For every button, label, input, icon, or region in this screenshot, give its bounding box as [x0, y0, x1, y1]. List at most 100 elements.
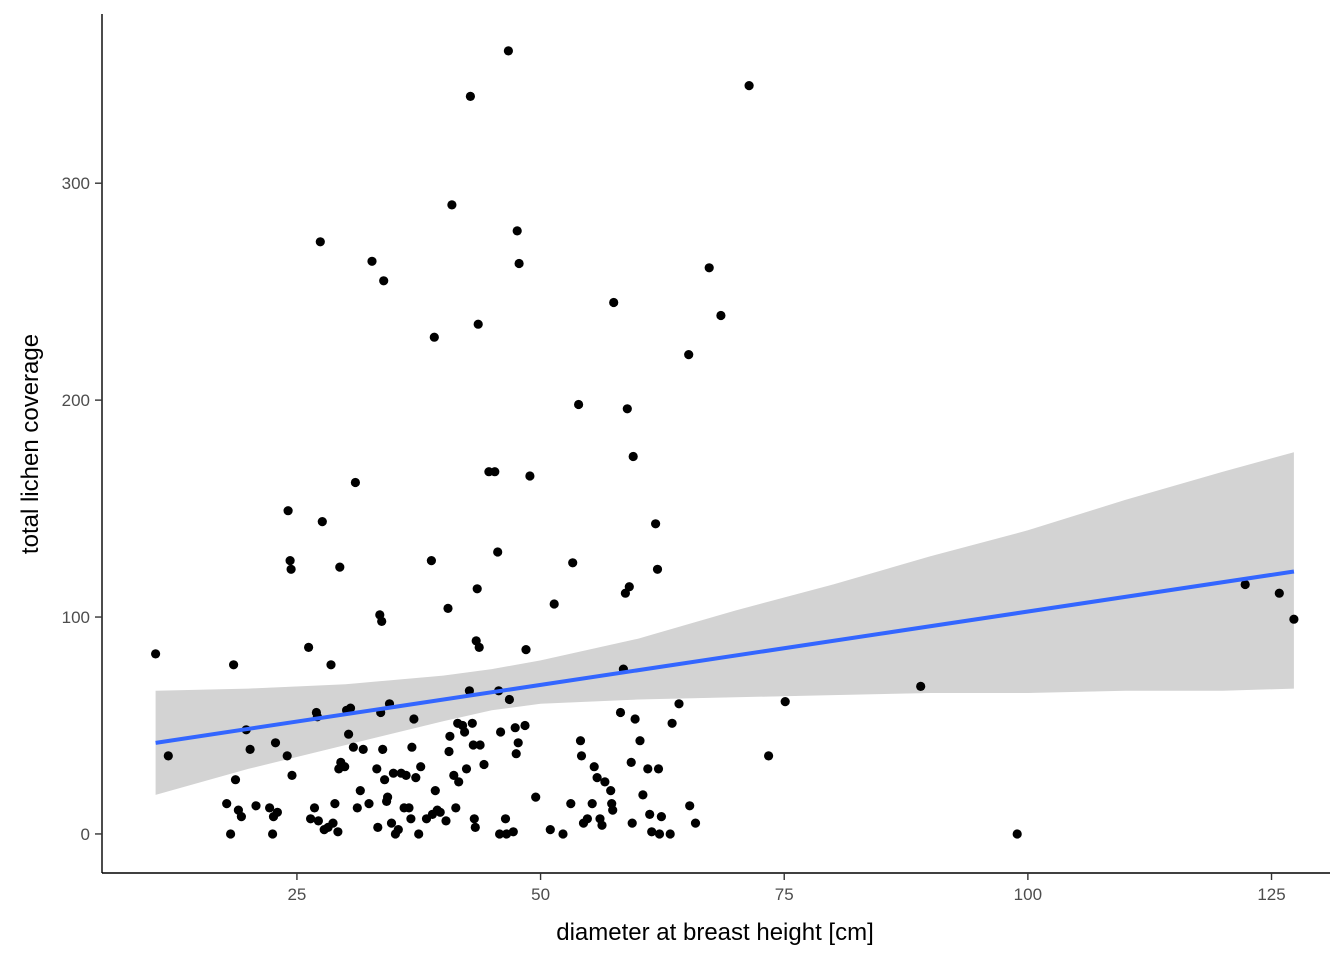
data-point-14 [270, 738, 281, 748]
data-point-85 [447, 200, 457, 210]
data-point-44 [352, 803, 362, 813]
data-point-144 [609, 297, 619, 308]
data-point-43 [350, 477, 360, 488]
data-point-0 [151, 649, 161, 659]
data-point-100 [472, 584, 482, 594]
data-point-113 [503, 46, 513, 56]
data-point-104 [479, 759, 489, 770]
data-point-40 [344, 729, 354, 739]
data-point-163 [656, 812, 667, 822]
data-point-139 [597, 820, 607, 830]
data-point-3 [226, 829, 236, 839]
data-point-118 [512, 226, 522, 236]
data-point-42 [348, 742, 358, 752]
axes-layer: 25 50 75 100 125 0 100 200 300 [62, 14, 1330, 904]
data-point-103 [475, 740, 485, 750]
y-tick-label-200: 200 [62, 391, 90, 410]
data-point-134 [582, 814, 593, 824]
data-point-172 [744, 81, 754, 91]
data-point-140 [600, 777, 610, 787]
data-point-18 [285, 556, 295, 566]
data-point-80 [435, 807, 445, 817]
data-points-layer [151, 46, 1299, 839]
data-point-19 [286, 564, 296, 574]
data-point-28 [317, 517, 327, 527]
data-point-53 [377, 616, 387, 627]
data-point-137 [592, 773, 602, 783]
data-point-116 [510, 723, 520, 733]
data-point-130 [574, 399, 584, 410]
data-point-20 [287, 770, 297, 781]
data-point-176 [1012, 829, 1022, 839]
data-point-152 [628, 451, 638, 462]
data-point-5 [230, 775, 241, 785]
data-point-2 [222, 799, 232, 809]
data-point-175 [916, 681, 926, 692]
confidence-band [155, 452, 1294, 795]
data-point-151 [627, 818, 637, 828]
data-point-128 [566, 799, 576, 809]
data-point-135 [587, 799, 597, 809]
data-point-127 [558, 829, 568, 839]
data-point-21 [304, 642, 314, 653]
data-point-131 [575, 736, 586, 746]
data-point-121 [520, 720, 530, 731]
data-point-96 [468, 740, 478, 750]
data-point-12 [268, 829, 278, 839]
data-point-126 [549, 599, 559, 609]
data-point-84 [445, 731, 455, 741]
data-point-156 [643, 764, 653, 774]
data-point-31 [326, 660, 336, 670]
data-point-159 [651, 519, 661, 529]
data-point-168 [685, 801, 695, 811]
data-point-55 [379, 276, 389, 286]
data-point-78 [430, 786, 440, 796]
confidence-band-layer [155, 452, 1294, 795]
data-point-9 [245, 744, 255, 755]
data-point-106 [490, 467, 500, 477]
data-point-34 [333, 827, 343, 837]
x-tick-label-100: 100 [1014, 885, 1042, 904]
data-point-149 [624, 582, 634, 592]
data-point-166 [674, 699, 684, 709]
data-point-136 [589, 762, 599, 772]
data-point-143 [608, 805, 618, 815]
data-point-86 [449, 770, 459, 781]
data-point-173 [764, 751, 774, 761]
data-point-124 [531, 792, 541, 802]
data-point-60 [386, 818, 397, 828]
data-point-83 [444, 746, 454, 757]
data-point-11 [265, 803, 275, 813]
data-point-145 [615, 707, 626, 718]
data-point-49 [372, 764, 382, 774]
data-point-77 [429, 332, 439, 342]
data-point-15 [272, 807, 282, 817]
data-point-114 [504, 694, 514, 705]
data-point-56 [380, 775, 390, 785]
y-axis-title: total lichen coverage [17, 334, 44, 554]
data-point-110 [496, 727, 506, 737]
data-point-63 [393, 825, 403, 835]
x-tick-label-75: 75 [775, 885, 794, 904]
data-point-47 [364, 799, 374, 809]
data-point-50 [373, 822, 383, 833]
data-point-68 [406, 814, 416, 824]
data-point-178 [1274, 588, 1284, 598]
data-point-109 [495, 829, 505, 839]
data-point-153 [630, 714, 640, 724]
data-point-61 [388, 768, 398, 778]
data-point-71 [411, 773, 421, 783]
data-point-158 [647, 827, 657, 837]
data-point-38 [340, 762, 350, 772]
data-point-129 [568, 558, 578, 568]
data-point-54 [378, 744, 388, 755]
data-point-87 [451, 803, 461, 813]
data-point-122 [521, 645, 531, 655]
data-point-141 [606, 786, 616, 796]
data-point-174 [780, 697, 790, 707]
data-point-1 [163, 751, 173, 761]
data-point-148 [622, 404, 632, 414]
data-point-111 [500, 814, 511, 824]
data-point-4 [229, 660, 239, 670]
